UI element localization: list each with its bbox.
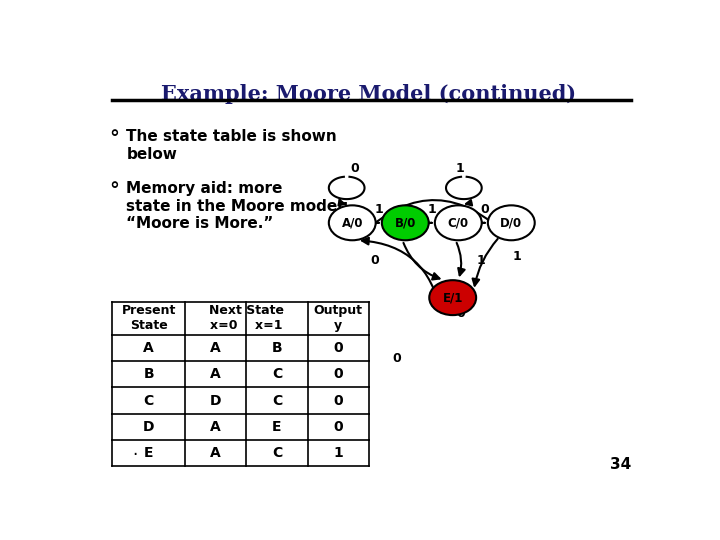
Text: 1: 1 [374, 203, 383, 216]
Circle shape [329, 205, 376, 240]
FancyArrowPatch shape [423, 219, 431, 226]
FancyBboxPatch shape [112, 335, 369, 361]
Text: A: A [210, 367, 221, 381]
Text: D/0: D/0 [500, 217, 522, 230]
FancyArrowPatch shape [472, 239, 498, 286]
Text: Memory aid: more
state in the Moore model:
“Moore is More.”: Memory aid: more state in the Moore mode… [126, 181, 349, 231]
Text: 1: 1 [513, 249, 521, 262]
Text: E: E [144, 446, 153, 460]
Text: 0: 0 [333, 367, 343, 381]
Text: 1: 1 [456, 162, 464, 175]
Text: 0: 0 [480, 203, 489, 216]
Text: D: D [143, 420, 154, 434]
Text: E: E [272, 420, 282, 434]
FancyArrowPatch shape [403, 243, 439, 280]
Text: E/1: E/1 [443, 291, 463, 304]
Circle shape [429, 280, 476, 315]
Text: A: A [143, 341, 154, 355]
Text: °: ° [109, 129, 120, 149]
Text: 0: 0 [333, 394, 343, 408]
Text: B: B [271, 341, 282, 355]
Text: C: C [272, 367, 282, 381]
Text: D: D [210, 394, 221, 408]
Text: Present
State: Present State [122, 305, 176, 333]
Text: C: C [143, 394, 153, 408]
FancyBboxPatch shape [112, 414, 369, 440]
Text: 34: 34 [610, 457, 631, 472]
FancyArrowPatch shape [370, 219, 379, 226]
FancyBboxPatch shape [112, 361, 369, 388]
FancyBboxPatch shape [112, 388, 369, 414]
Text: The state table is shown
below: The state table is shown below [126, 129, 337, 161]
Text: 1: 1 [333, 446, 343, 460]
Text: C/0: C/0 [448, 217, 469, 230]
Text: Next State
x=0    x=1: Next State x=0 x=1 [209, 305, 284, 333]
Text: Example: Moore Model (continued): Example: Moore Model (continued) [161, 84, 577, 104]
FancyArrowPatch shape [363, 200, 509, 238]
Text: Output
y: Output y [314, 305, 363, 333]
Circle shape [382, 205, 428, 240]
Text: 0: 0 [351, 162, 359, 175]
Text: B/0: B/0 [395, 217, 416, 230]
Text: 0: 0 [392, 352, 401, 365]
Circle shape [488, 205, 535, 240]
Text: 0: 0 [333, 420, 343, 434]
Text: A: A [210, 446, 221, 460]
Text: C: C [272, 446, 282, 460]
FancyBboxPatch shape [112, 302, 369, 335]
Text: 1: 1 [428, 203, 436, 216]
Circle shape [435, 205, 482, 240]
Text: A: A [210, 420, 221, 434]
Text: 0: 0 [456, 307, 465, 320]
Text: A/0: A/0 [341, 217, 363, 230]
Text: A: A [210, 341, 221, 355]
Text: °: ° [109, 181, 120, 200]
Text: 0: 0 [333, 341, 343, 355]
FancyArrowPatch shape [476, 219, 485, 226]
Text: 1: 1 [476, 254, 485, 267]
FancyArrowPatch shape [456, 243, 464, 275]
Text: C: C [272, 394, 282, 408]
Text: B: B [143, 367, 154, 381]
FancyArrowPatch shape [362, 238, 441, 312]
FancyBboxPatch shape [112, 440, 369, 466]
Text: 0: 0 [370, 254, 379, 267]
Text: .: . [132, 441, 138, 459]
